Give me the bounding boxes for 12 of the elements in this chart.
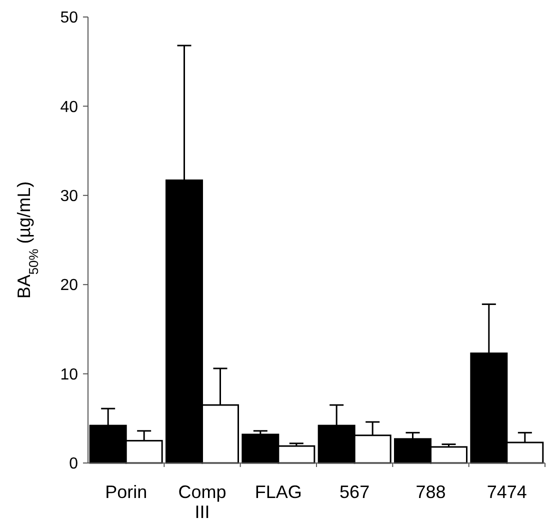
x-tick-label: Porin [105,482,148,502]
y-tick-label: 10 [60,366,78,384]
y-tick-label: 30 [60,188,78,205]
x-tick-label: 567 [340,482,370,502]
x-tick-label: 788 [416,482,446,502]
y-tick-label: 40 [60,98,78,116]
x-tick-label: FLAG [254,482,302,502]
y-tick-label: 20 [60,277,78,294]
y-tick-label: 50 [60,10,78,27]
y-tick-label: 0 [69,456,78,473]
x-tick-label: Comp III [178,482,226,522]
x-tick-label: 7474 [486,482,527,502]
